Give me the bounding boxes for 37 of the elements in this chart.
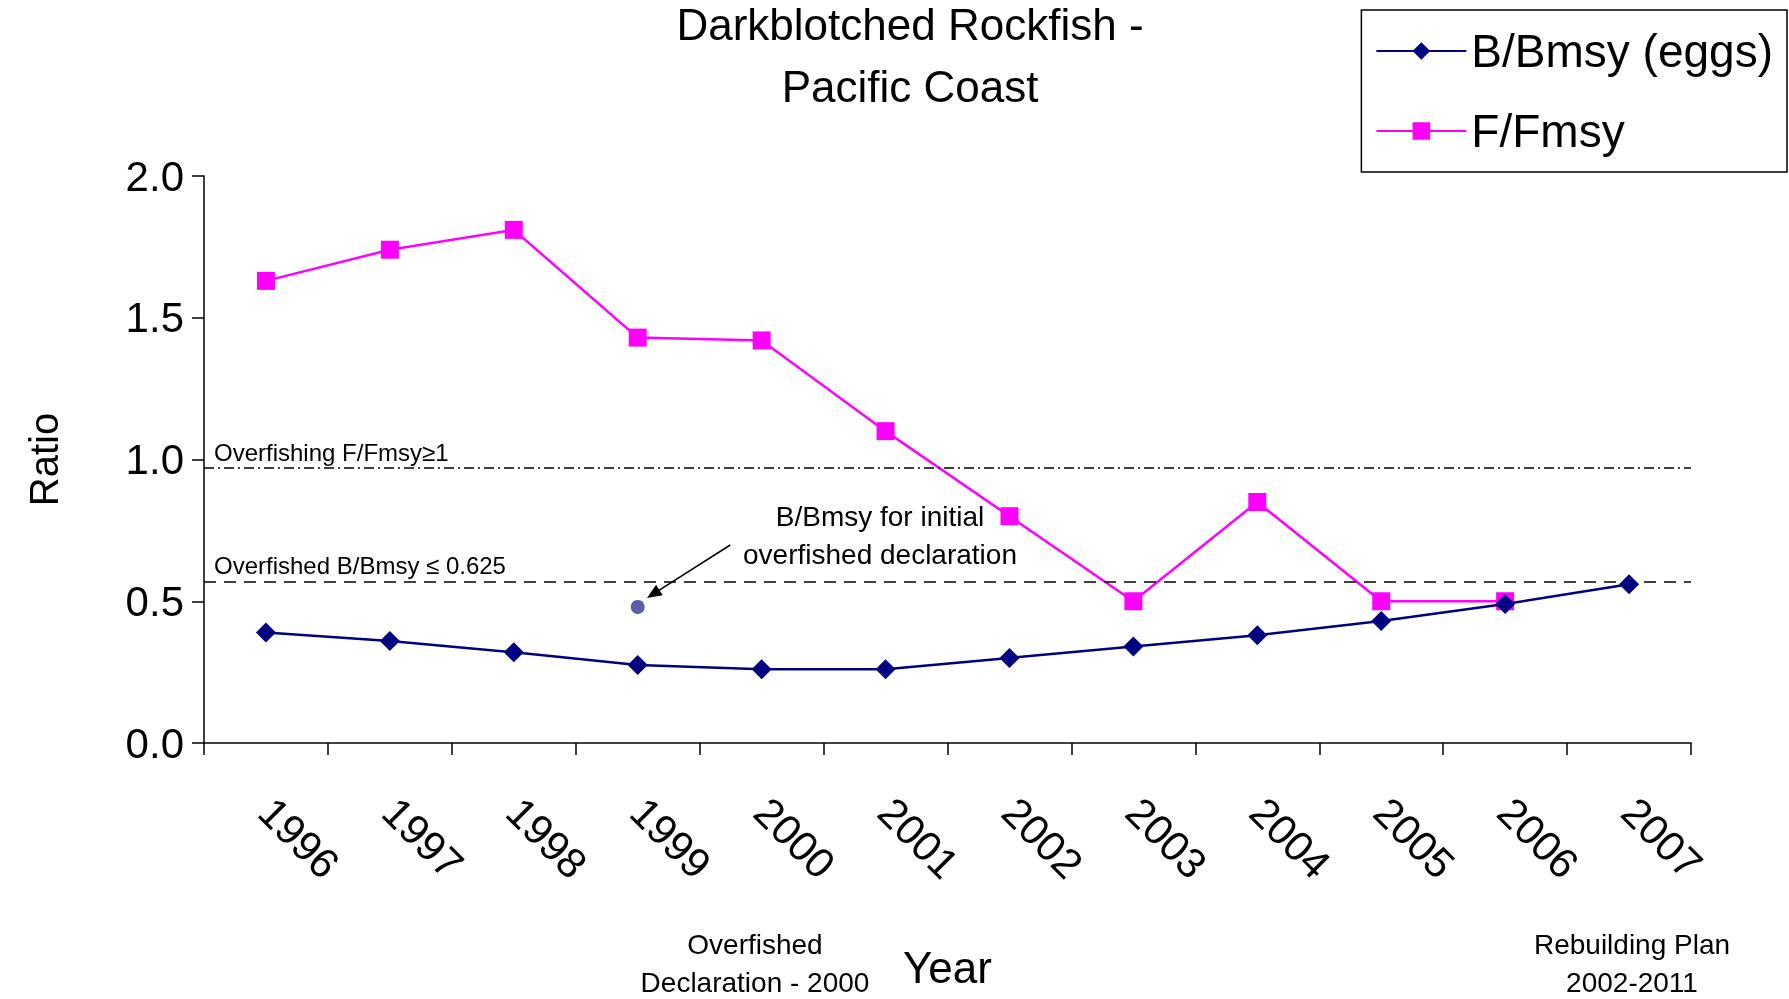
annotation: B/Bmsy for initial overfished declaration: [743, 500, 1017, 570]
point: [379, 630, 400, 651]
point: [876, 422, 895, 441]
point: [1000, 507, 1019, 526]
point: [380, 240, 399, 259]
point: [1124, 592, 1143, 611]
y-tick-label: 2.0: [125, 152, 184, 200]
y-tick-label: 1.0: [125, 436, 184, 483]
point: [1372, 592, 1391, 611]
y-tick-label: 0.0: [125, 719, 184, 767]
legend-label: F/Fmsy: [1471, 105, 1625, 157]
point: [255, 622, 276, 643]
text: Overfished Declaration - 2000: [640, 928, 870, 998]
y-axis-title: Ratio: [22, 412, 66, 507]
ref-line-label: Overfishing F/Fmsy≥1: [214, 438, 449, 466]
point: [504, 220, 523, 239]
ref-line-label: Overfished B/Bmsy ≤ 0.625: [214, 551, 506, 579]
point: [1123, 636, 1144, 657]
x-axis-title: Year: [903, 942, 992, 992]
point: [875, 659, 896, 680]
legend-label: B/Bmsy (eggs): [1471, 25, 1774, 77]
point: [1247, 625, 1268, 646]
point: [999, 647, 1020, 668]
point: [256, 271, 275, 290]
point: [627, 655, 648, 676]
point: [630, 599, 645, 614]
point: [1619, 574, 1640, 595]
point: [1248, 493, 1267, 512]
point: [1371, 611, 1392, 632]
text: Rebuilding Plan 2002-2011: [1533, 928, 1731, 998]
point: [751, 659, 772, 680]
y-tick-label: 1.5: [125, 294, 184, 342]
y-tick-label: 0.5: [125, 577, 184, 625]
point: [503, 642, 524, 663]
chart-title: Darkblotched Rockfish - Pacific Coast: [676, 0, 1144, 111]
point: [752, 331, 771, 350]
point: [628, 328, 647, 347]
